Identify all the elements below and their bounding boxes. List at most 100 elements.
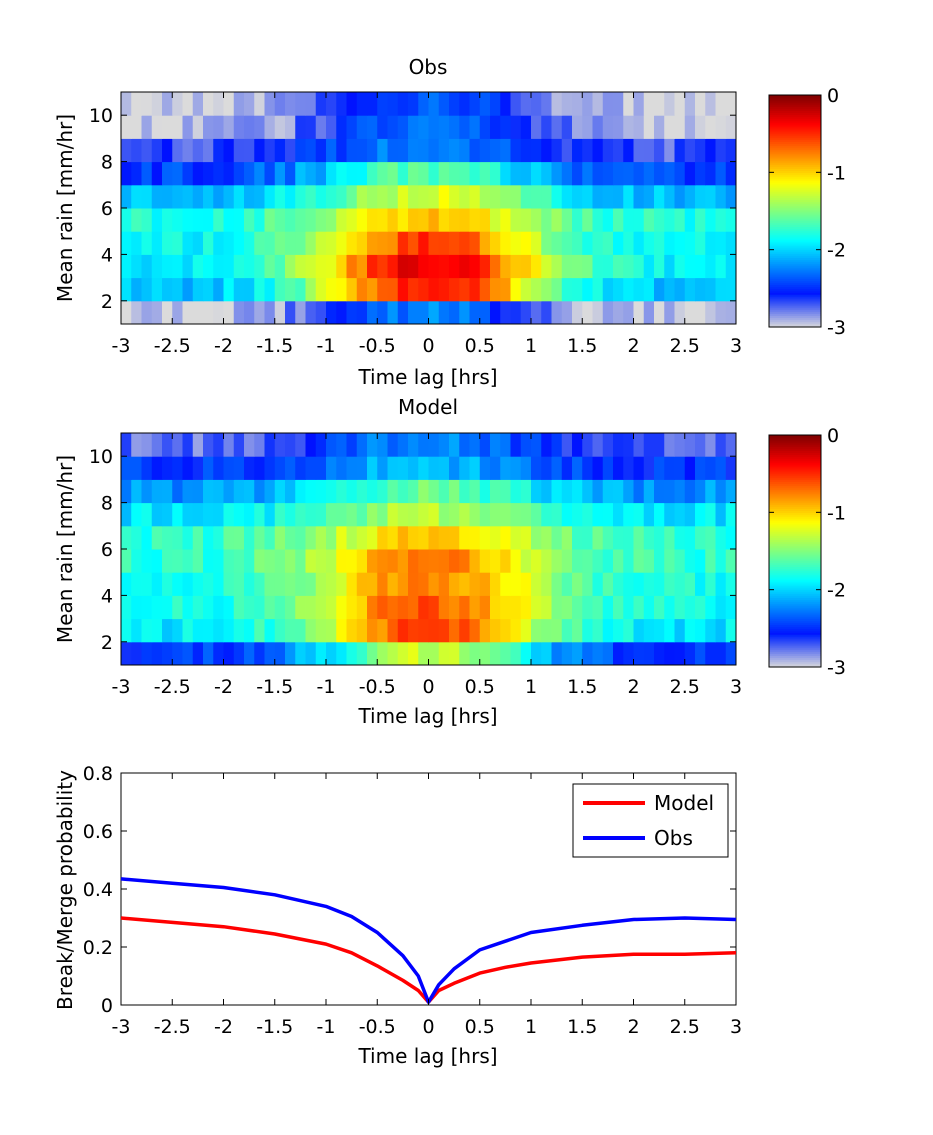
heatmap-cell (192, 641, 204, 666)
heatmap-cell (356, 456, 368, 480)
heatmap-cell (725, 572, 737, 596)
heatmap-cell (233, 277, 245, 302)
heatmap-cell (162, 525, 173, 550)
colorbar-step (769, 609, 821, 612)
heatmap-cell (602, 618, 614, 643)
x-tick-label: 0 (422, 335, 434, 357)
heatmap-cell (162, 618, 173, 643)
heatmap-cell (162, 433, 173, 457)
heatmap-cell (500, 184, 511, 209)
heatmap-cell (254, 479, 265, 504)
heatmap-cell (561, 115, 573, 139)
x-tick-label: -1 (317, 335, 336, 357)
heatmap-cell (715, 277, 727, 302)
heatmap-cell (449, 525, 460, 550)
heatmap-cell (377, 641, 388, 666)
colorbar-step (769, 504, 821, 508)
heatmap-cell (151, 618, 163, 643)
heatmap-cell (408, 115, 419, 139)
heatmap-cell (408, 184, 419, 209)
heatmap-cell (705, 456, 716, 480)
heatmap-cell (449, 231, 460, 255)
colorbar-step (769, 641, 821, 645)
heatmap-cell (336, 433, 347, 457)
heatmap-cell (572, 115, 583, 139)
heatmap-cell (285, 208, 296, 232)
heatmap-cell (264, 549, 276, 573)
heatmap-cell (182, 231, 194, 255)
heatmap-cell (264, 92, 276, 116)
colorbar-step (769, 162, 821, 166)
heatmap-cell (449, 300, 460, 325)
heatmap-cell (213, 479, 224, 504)
heatmap-cell (695, 138, 706, 163)
heatmap-cell (274, 479, 286, 504)
colorbar-step (769, 261, 821, 264)
heatmap-cell (510, 231, 522, 255)
heatmap-cell (684, 595, 696, 620)
heatmap-cell (613, 479, 624, 504)
heatmap-cell (264, 277, 276, 302)
x-tick-label: 2 (627, 676, 639, 698)
heatmap-cell (428, 184, 440, 209)
heatmap-cell (192, 161, 204, 186)
heatmap-cell (449, 138, 460, 163)
heatmap-cell (469, 618, 481, 643)
heatmap-cell (602, 277, 614, 302)
colorbar-step (769, 288, 821, 291)
x-tick-label: 3 (730, 1016, 742, 1038)
heatmap-cell (367, 433, 378, 457)
x-tick-label: -2.5 (154, 335, 191, 357)
heatmap-cell (572, 208, 583, 232)
heatmap-cell (182, 115, 194, 139)
heatmap-cell (725, 300, 737, 325)
heatmap-cell (459, 618, 470, 643)
colorbar-step (769, 305, 821, 309)
x-tick-label: 1 (525, 1016, 537, 1038)
colorbar-step (769, 508, 821, 511)
colorbar-step (769, 255, 821, 258)
heatmap-cell (428, 572, 440, 596)
model-colorbar: 0-1-2-3 (768, 425, 846, 679)
heatmap-cell (592, 115, 604, 139)
x-tick-label: 1.5 (567, 335, 597, 357)
heatmap-cell (592, 254, 604, 279)
heatmap-cell (254, 549, 265, 573)
colorbar-step (769, 612, 821, 616)
heatmap-cell (705, 549, 716, 573)
heatmap-cell (459, 433, 470, 457)
heatmap-cell (520, 433, 532, 457)
heatmap-cell (356, 525, 368, 550)
heatmap-cell (684, 641, 696, 666)
heatmap-cell (264, 115, 276, 139)
heatmap-cell (264, 231, 276, 255)
heatmap-cell (695, 502, 706, 527)
heatmap-cell (428, 277, 440, 302)
heatmap-cell (192, 184, 204, 209)
x-tick-label: 0 (422, 676, 434, 698)
heatmap-cell (254, 161, 265, 186)
heatmap-cell (326, 138, 337, 163)
colorbar-tick-label: -1 (827, 162, 846, 184)
heatmap-cell (285, 479, 296, 504)
heatmap-cell (459, 254, 470, 279)
series-line-model (120, 916, 737, 1004)
heatmap-cell (244, 549, 255, 573)
heatmap-cell (664, 433, 675, 457)
heatmap-cell (674, 300, 686, 325)
heatmap-cell (408, 549, 419, 573)
heatmap-cell (172, 277, 183, 302)
heatmap-cell (295, 277, 306, 302)
heatmap-cell (592, 184, 604, 209)
colorbar-step (769, 249, 821, 253)
obs-panel: Obs -3 -2.5 -2 -1.5 -1 -0.5 0 0.5 1 1.5 2 2.5 3 2468… (53, 55, 846, 389)
heatmap-cell (346, 433, 358, 457)
heatmap-cell (572, 254, 583, 279)
heatmap-cell (582, 300, 593, 325)
heatmap-cell (469, 456, 481, 480)
heatmap-cell (233, 479, 245, 504)
heatmap-cell (428, 161, 440, 186)
heatmap-cell (192, 456, 204, 480)
heatmap-cell (613, 184, 624, 209)
heatmap-cell (346, 208, 358, 232)
